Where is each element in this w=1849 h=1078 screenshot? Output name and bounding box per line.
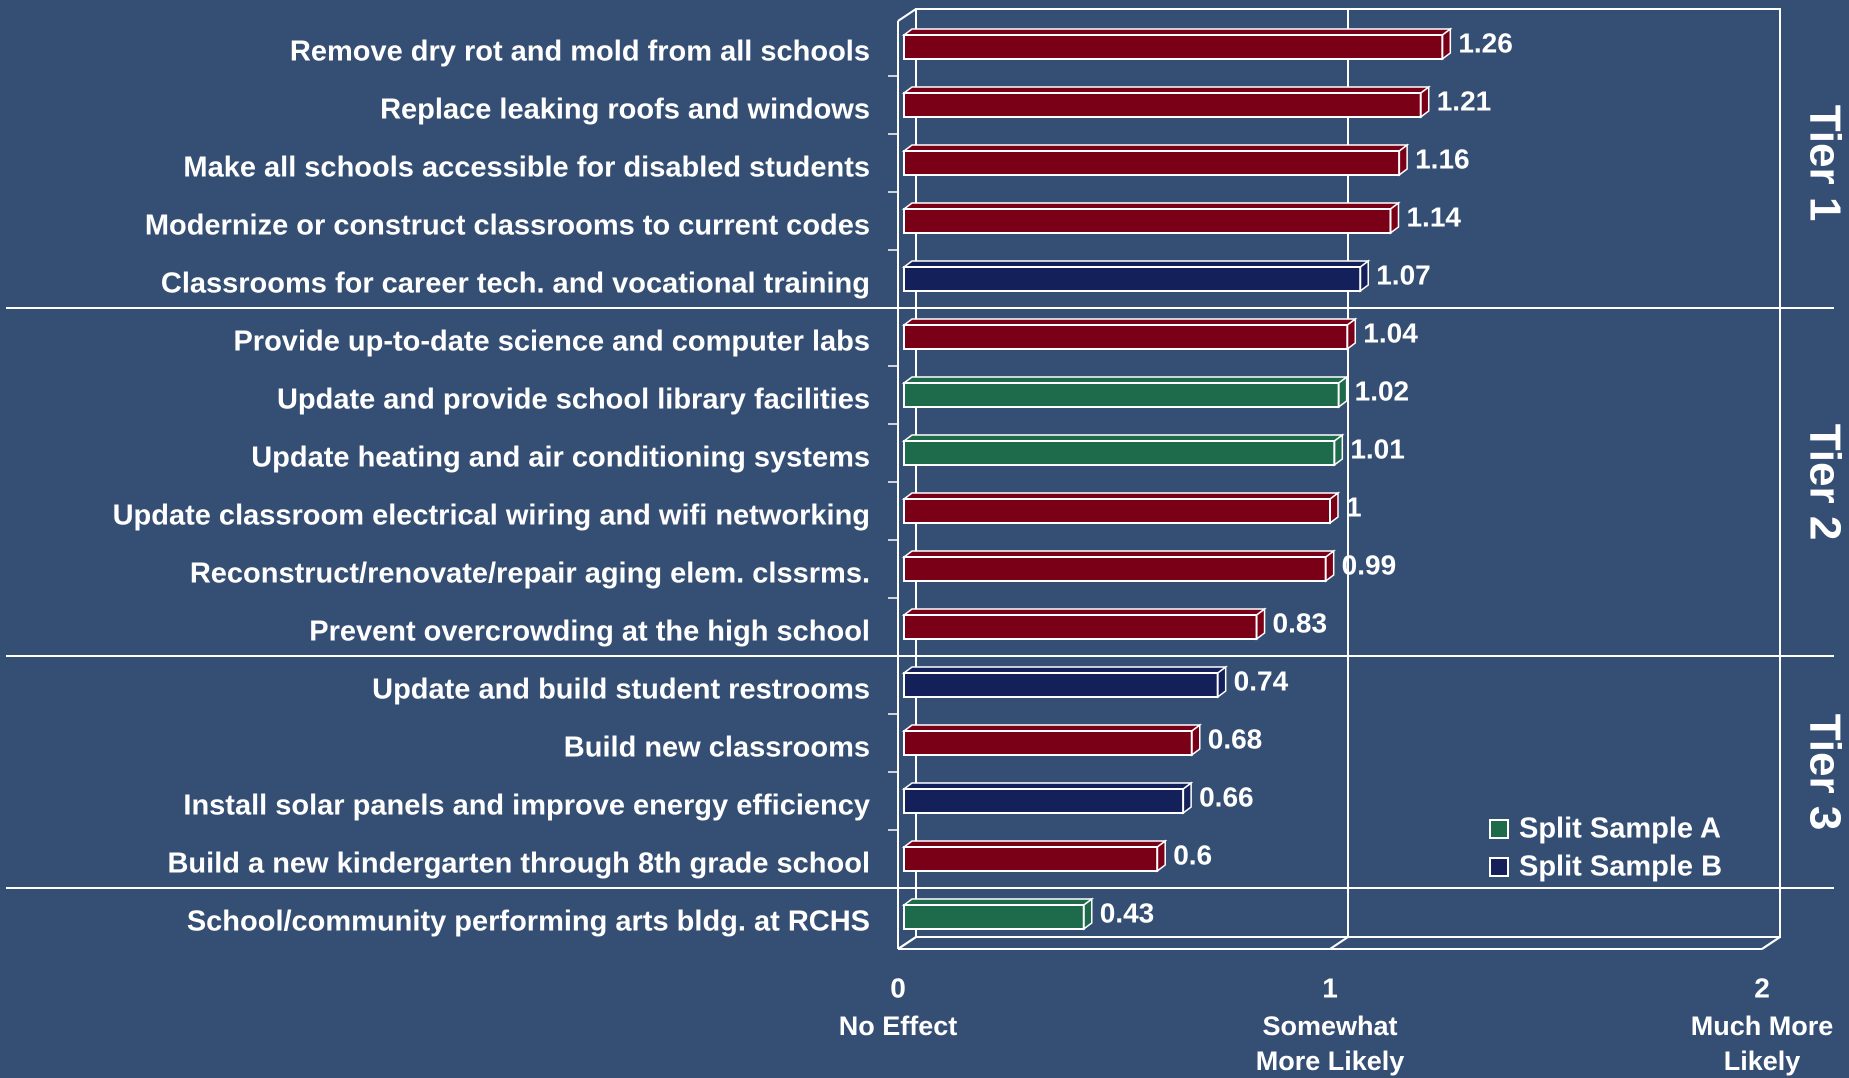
tier-label: Tier 1 (1800, 105, 1849, 222)
category-label: Modernize or construct classrooms to cur… (145, 210, 870, 242)
category-label: School/community performing arts bldg. a… (187, 906, 870, 938)
x-tick-caption: Somewhat (1262, 1011, 1397, 1041)
tier-label: Tier 3 (1800, 714, 1849, 831)
value-label: 1.26 (1458, 27, 1513, 58)
x-tick-label: 2 (1754, 972, 1770, 1003)
x-tick-mark (1329, 936, 1349, 950)
value-label: 0.74 (1234, 665, 1289, 696)
bar (903, 382, 1340, 408)
bar (903, 440, 1336, 466)
value-label: 0.66 (1199, 781, 1254, 812)
bar (903, 614, 1258, 640)
value-label: 1.14 (1406, 201, 1461, 232)
category-label: Update classroom electrical wiring and w… (113, 500, 870, 532)
value-label: 1 (1346, 491, 1362, 522)
bar (903, 150, 1401, 176)
legend-label: Split Sample B (1519, 851, 1722, 883)
value-label: 1.16 (1415, 143, 1470, 174)
tier-label: Tier 2 (1800, 424, 1849, 541)
bar (903, 34, 1444, 60)
bar (903, 730, 1193, 756)
x-tick-caption: Likely (1724, 1046, 1801, 1076)
bar (903, 498, 1331, 524)
value-label: 1.02 (1355, 375, 1410, 406)
value-label: 0.6 (1173, 839, 1212, 870)
bar (903, 92, 1422, 118)
value-label: 0.99 (1342, 549, 1397, 580)
bar (903, 846, 1159, 872)
x-tick-mark (897, 936, 917, 950)
category-label: Update and provide school library facili… (277, 384, 870, 416)
bar (903, 324, 1349, 350)
category-label: Provide up-to-date science and computer … (233, 326, 870, 358)
x-tick-label: 1 (1322, 972, 1338, 1003)
value-label: 0.43 (1100, 897, 1155, 928)
floor-edge (897, 8, 917, 22)
category-label: Update and build student restrooms (372, 674, 870, 706)
category-label: Reconstruct/renovate/repair aging elem. … (190, 558, 870, 590)
value-label: 1.07 (1376, 259, 1431, 290)
legend-swatch (1489, 819, 1509, 839)
category-label: Classrooms for career tech. and vocation… (161, 268, 870, 300)
category-label: Build a new kindergarten through 8th gra… (167, 848, 870, 880)
bar (903, 556, 1327, 582)
value-label: 1.21 (1437, 85, 1492, 116)
bar (903, 208, 1392, 234)
x-tick-caption: No Effect (839, 1011, 958, 1041)
category-label: Install solar panels and improve energy … (183, 790, 870, 822)
category-label: Replace leaking roofs and windows (380, 94, 870, 126)
value-label: 1.04 (1363, 317, 1418, 348)
category-label: Build new classrooms (564, 732, 870, 764)
bar (903, 266, 1362, 292)
x-tick-caption: Much More (1691, 1011, 1834, 1041)
x-tick-label: 0 (890, 972, 906, 1003)
x-tick-caption: More Likely (1256, 1046, 1405, 1076)
bar (903, 904, 1085, 930)
value-label: 1.01 (1350, 433, 1405, 464)
legend-swatch (1489, 857, 1509, 877)
category-label: Remove dry rot and mold from all schools (290, 36, 870, 68)
legend-label: Split Sample A (1519, 813, 1721, 845)
value-label: 0.68 (1208, 723, 1263, 754)
category-label: Prevent overcrowding at the high school (309, 616, 870, 648)
x-tick-mark (1761, 936, 1781, 950)
value-label: 0.83 (1273, 607, 1328, 638)
category-label: Update heating and air conditioning syst… (251, 442, 870, 474)
bar (903, 672, 1219, 698)
bar (903, 788, 1185, 814)
category-label: Make all schools accessible for disabled… (183, 152, 870, 184)
